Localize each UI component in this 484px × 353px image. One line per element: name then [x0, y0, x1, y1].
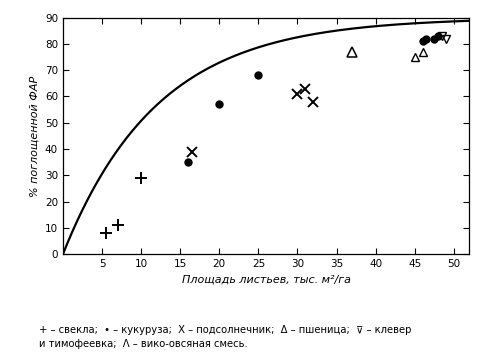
Y-axis label: % поглощенной ФАР: % поглощенной ФАР: [30, 75, 39, 197]
X-axis label: Площадь листьев, тыс. м²/га: Площадь листьев, тыс. м²/га: [182, 275, 351, 285]
Text: + – свекла;  • – кукуруза;  X – подсолнечник;  Δ – пшеница;  ⊽ – клевер
и тимофе: + – свекла; • – кукуруза; X – подсолнечн…: [39, 325, 411, 349]
